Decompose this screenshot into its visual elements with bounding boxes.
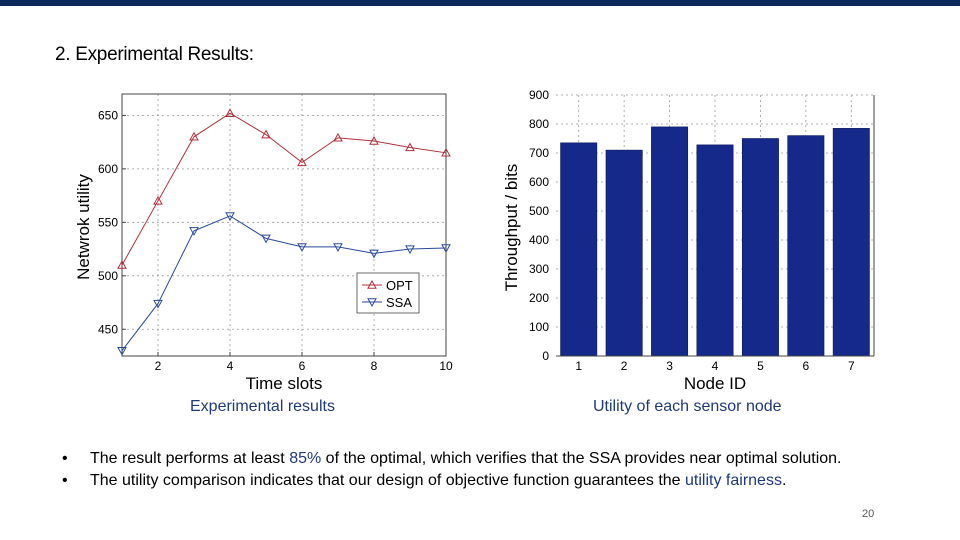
x-tick-label: 2	[155, 359, 162, 373]
bullet-text: The result performs at least	[90, 450, 290, 467]
x-tick-label: 8	[371, 359, 378, 373]
ssa-legend-marker	[367, 298, 377, 308]
bar	[560, 142, 598, 357]
x-tick-label: 5	[757, 359, 764, 373]
y-tick-label: 550	[98, 215, 118, 229]
opt-data-point	[369, 136, 379, 145]
opt-data-point	[441, 147, 451, 157]
y-axis-label: Throughput / bits	[502, 164, 521, 292]
ssa-series-line	[121, 215, 447, 351]
bar	[651, 126, 689, 357]
opt-data-point	[405, 142, 415, 152]
bullet-text: .	[781, 472, 787, 489]
page-number: 20	[862, 508, 875, 520]
x-tick-label: 7	[848, 359, 855, 373]
line-chart-caption: Experimental results	[190, 398, 335, 415]
y-axis-label: Netwrok utility	[74, 174, 93, 280]
ssa-data-point	[153, 299, 163, 309]
ssa-data-point	[405, 245, 415, 255]
x-axis-label: Time slots	[246, 374, 323, 393]
opt-data-point	[333, 132, 343, 142]
y-tick-label: 300	[529, 262, 549, 276]
bullet-text: The utility comparison indicates that ou…	[90, 472, 686, 489]
ssa-data-point	[261, 234, 271, 244]
y-tick-label: 650	[98, 108, 118, 122]
y-tick-label: 200	[529, 291, 549, 305]
x-tick-label: 2	[621, 359, 628, 373]
y-tick-label: 700	[529, 146, 549, 160]
opt-data-point	[153, 195, 163, 205]
bar	[605, 149, 643, 357]
bullet-dot: •	[62, 450, 68, 467]
y-tick-label: 0	[542, 349, 549, 363]
bullet-list: • The result performs at least 85% of the…	[62, 448, 842, 492]
x-tick-label: 4	[712, 359, 719, 373]
top-accent-bar	[0, 0, 960, 6]
bullet-dot: •	[62, 472, 68, 489]
y-tick-label: 100	[529, 320, 549, 334]
bullet-item: • The utility comparison indicates that o…	[62, 470, 842, 492]
y-tick-label: 600	[98, 162, 118, 176]
legend-box	[356, 272, 420, 314]
x-tick-label: 10	[439, 359, 453, 373]
ssa-data-point	[441, 244, 451, 254]
x-tick-label: 4	[227, 359, 234, 373]
bullet-text: of the optimal, which verifies that the …	[321, 450, 842, 467]
y-tick-label: 900	[529, 88, 549, 102]
line-chart: 2 4 6 8 10 450 500 550 600 650 OPT SSA Time slots Net…	[74, 93, 453, 393]
x-tick-label: 6	[299, 359, 306, 373]
opt-data-point	[189, 131, 199, 141]
bar-chart-caption: Utility of each sensor node	[593, 398, 782, 415]
y-tick-label: 450	[98, 322, 118, 336]
bullet-item: • The result performs at least 85% of the…	[62, 448, 842, 470]
opt-data-point	[225, 108, 235, 117]
bar	[696, 144, 734, 357]
opt-legend-marker	[367, 279, 377, 289]
bar	[832, 128, 870, 357]
y-tick-label: 500	[98, 269, 118, 283]
opt-legend-label: OPT	[386, 278, 413, 293]
opt-data-point	[261, 129, 271, 139]
opt-series-line	[121, 112, 447, 266]
ssa-data-point	[369, 249, 379, 259]
x-tick-label: 6	[803, 359, 810, 373]
plot-frame	[121, 93, 447, 357]
bar	[741, 138, 779, 357]
x-tick-label: 1	[575, 359, 582, 373]
ssa-legend-label: SSA	[386, 295, 412, 310]
y-tick-label: 800	[529, 117, 549, 131]
bar	[787, 135, 825, 357]
y-tick-label: 600	[529, 175, 549, 189]
ssa-data-point	[333, 243, 343, 252]
ssa-data-point	[297, 243, 307, 252]
x-tick-label: 3	[666, 359, 673, 373]
bar-chart: 0 100 200 300 400 500 600 700 800 900 1 2 3 4 5 6 7 Node …	[502, 88, 875, 393]
bullet-highlight: utility fairness	[685, 472, 782, 489]
opt-data-point	[297, 157, 307, 167]
ssa-data-point	[189, 227, 199, 236]
ssa-data-point	[225, 212, 235, 221]
slide-title: 2. Experimental Results:	[55, 44, 254, 65]
bullet-highlight: 85%	[289, 450, 322, 467]
opt-data-point	[117, 260, 127, 269]
ssa-data-point	[117, 346, 127, 356]
y-tick-label: 400	[529, 233, 549, 247]
y-tick-label: 500	[529, 204, 549, 218]
x-axis-label: Node ID	[684, 374, 746, 393]
